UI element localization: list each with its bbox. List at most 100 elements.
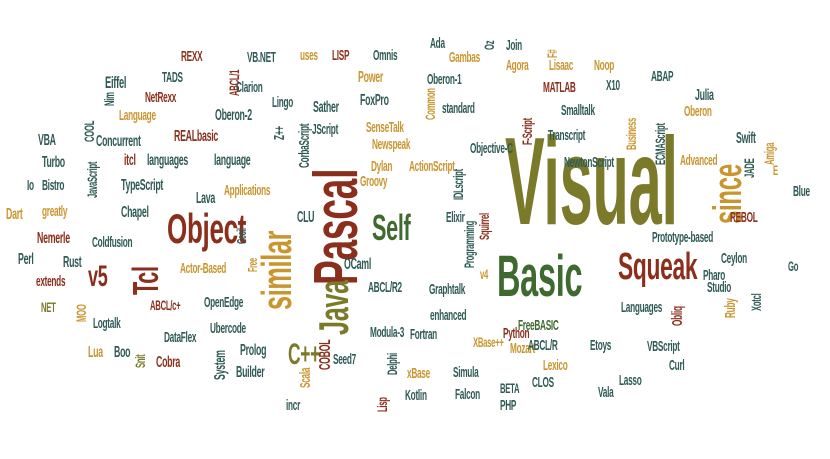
word-logtalk: Logtalk (93, 315, 121, 332)
word-prolog: Prolog (240, 342, 267, 359)
word-ecmascript: ECMAScript (652, 123, 668, 165)
word-languages: languages (147, 152, 189, 169)
word-rust: Rust (63, 254, 82, 271)
word-greatly: greatly (42, 203, 68, 220)
word-oberon: Oberon (684, 103, 712, 120)
word-vala: Vala (598, 384, 614, 401)
word-lisp: Lisp (374, 397, 390, 412)
word-sensetalk: SenseTalk (366, 119, 404, 136)
word-oz: Oz (481, 40, 497, 50)
word-javascript: JavaScript (84, 161, 100, 198)
word-abcl-r2: ABCL/R2 (368, 279, 402, 296)
word-lisaac: Lisaac (549, 57, 574, 74)
word-newspeak: Newspeak (372, 136, 411, 153)
word-corbascript: CorbaScript (296, 123, 313, 168)
word-c: C++ (288, 338, 321, 371)
word-oberon-1: Oberon-1 (427, 71, 462, 88)
word-beta: BETA (500, 380, 520, 396)
word-prototype-based: Prototype-based (652, 229, 713, 246)
word-php: PHP (500, 397, 517, 414)
word-smalltalk: Smalltalk (561, 102, 595, 119)
word-java: Java (310, 280, 357, 335)
word-concurrent: Concurrent (96, 133, 141, 150)
word-modula-3: Modula-3 (370, 324, 405, 341)
word-cool: COOL (81, 120, 97, 142)
word-fortran: Fortran (410, 326, 437, 343)
word-graphtalk: Graphtalk (429, 281, 466, 298)
word-mozart: Mozart (510, 340, 535, 357)
word-matlab: MATLAB (543, 79, 576, 96)
word-z: Z++ (271, 126, 288, 140)
word-join: Join (506, 37, 522, 54)
word-abcl-r: ABCL/R (528, 337, 558, 354)
word-snit: Snit (132, 354, 148, 368)
word-actor-based: Actor-Based (180, 260, 227, 277)
word-squeak: Squeak (618, 246, 698, 288)
word-cobra: Cobra (156, 354, 181, 371)
word-programming: Programming (461, 220, 477, 268)
word-chapel: Chapel (121, 204, 149, 221)
word-newtonscript: NewtonScript (564, 154, 614, 171)
word-curl: Curl (669, 357, 685, 374)
word-coldfusion: Coldfusion (92, 234, 133, 251)
word-e: E (773, 162, 778, 178)
word-abap: ABAP (651, 68, 674, 85)
word-clarion: Clarion (236, 79, 263, 96)
word-agora: Agora (506, 57, 529, 74)
word-vba: VBA (38, 132, 56, 149)
word-v4: v4 (480, 266, 489, 282)
word-io: Io (27, 177, 34, 194)
word-ceylon: Ceylon (721, 250, 747, 267)
word-power: Power (358, 69, 384, 86)
word-similar: similar (253, 230, 300, 310)
word-ruby: Ruby (722, 298, 739, 318)
word-languages: Languages (621, 299, 663, 316)
word-clu: CLU (297, 209, 315, 226)
word-cecil: Cecil (234, 228, 249, 244)
word-nemerle: Nemerle (37, 230, 70, 247)
word-swift: Swift (736, 130, 756, 147)
word-system: System (212, 350, 229, 380)
word-basic: Basic (497, 244, 583, 309)
word-julia: Julia (695, 87, 714, 104)
word-lava: Lava (196, 190, 215, 207)
word-rexx: REXX (181, 48, 203, 65)
word-idlscript: IDLscript (450, 169, 466, 200)
word-tads: TADS (162, 69, 183, 86)
word-noop: Noop (594, 57, 614, 74)
word-x10: X10 (606, 77, 620, 94)
word-sather: Sather (313, 99, 339, 116)
word-lasso: Lasso (619, 372, 642, 389)
word-uses: uses (300, 47, 318, 64)
word-scala: Scala (297, 367, 314, 388)
word-studio: Studio (707, 279, 732, 296)
word-actionscript: ActionScript (409, 158, 455, 175)
word-jscript: JScript (312, 121, 339, 138)
word-typescript: TypeScript (121, 177, 164, 194)
word-simula: Simula (453, 364, 479, 381)
word-freebasic: FreeBASIC (518, 317, 559, 334)
word-etoys: Etoys (590, 337, 612, 354)
word-cobol: COBOL (317, 339, 334, 370)
word-foxpro: FoxPro (360, 92, 389, 109)
word-self: Self (372, 207, 411, 248)
word-advanced: Advanced (680, 152, 718, 169)
word-bistro: Bistro (42, 177, 65, 194)
word-lexico: Lexico (543, 357, 568, 374)
word-eiffel: Eiffel (105, 73, 127, 92)
word-builder: Builder (236, 364, 265, 381)
word-obliq: Obliq (669, 306, 686, 326)
word-realbasic: REALbasic (174, 128, 218, 145)
word-kotlin: Kotlin (405, 387, 427, 404)
word-groovy: Groovy (360, 173, 388, 190)
word-ocaml: OCaml (344, 256, 371, 273)
word-dataflex: DataFlex (164, 329, 197, 346)
word-xbase: XBase++ (473, 334, 504, 350)
word-ada: Ada (430, 35, 445, 52)
word-oberon-2: Oberon-2 (215, 107, 252, 124)
word-extends: extends (36, 273, 66, 290)
word-language: Language (119, 107, 156, 124)
word-standard: standard (442, 100, 475, 117)
word-transcript: Transcript (548, 127, 586, 144)
